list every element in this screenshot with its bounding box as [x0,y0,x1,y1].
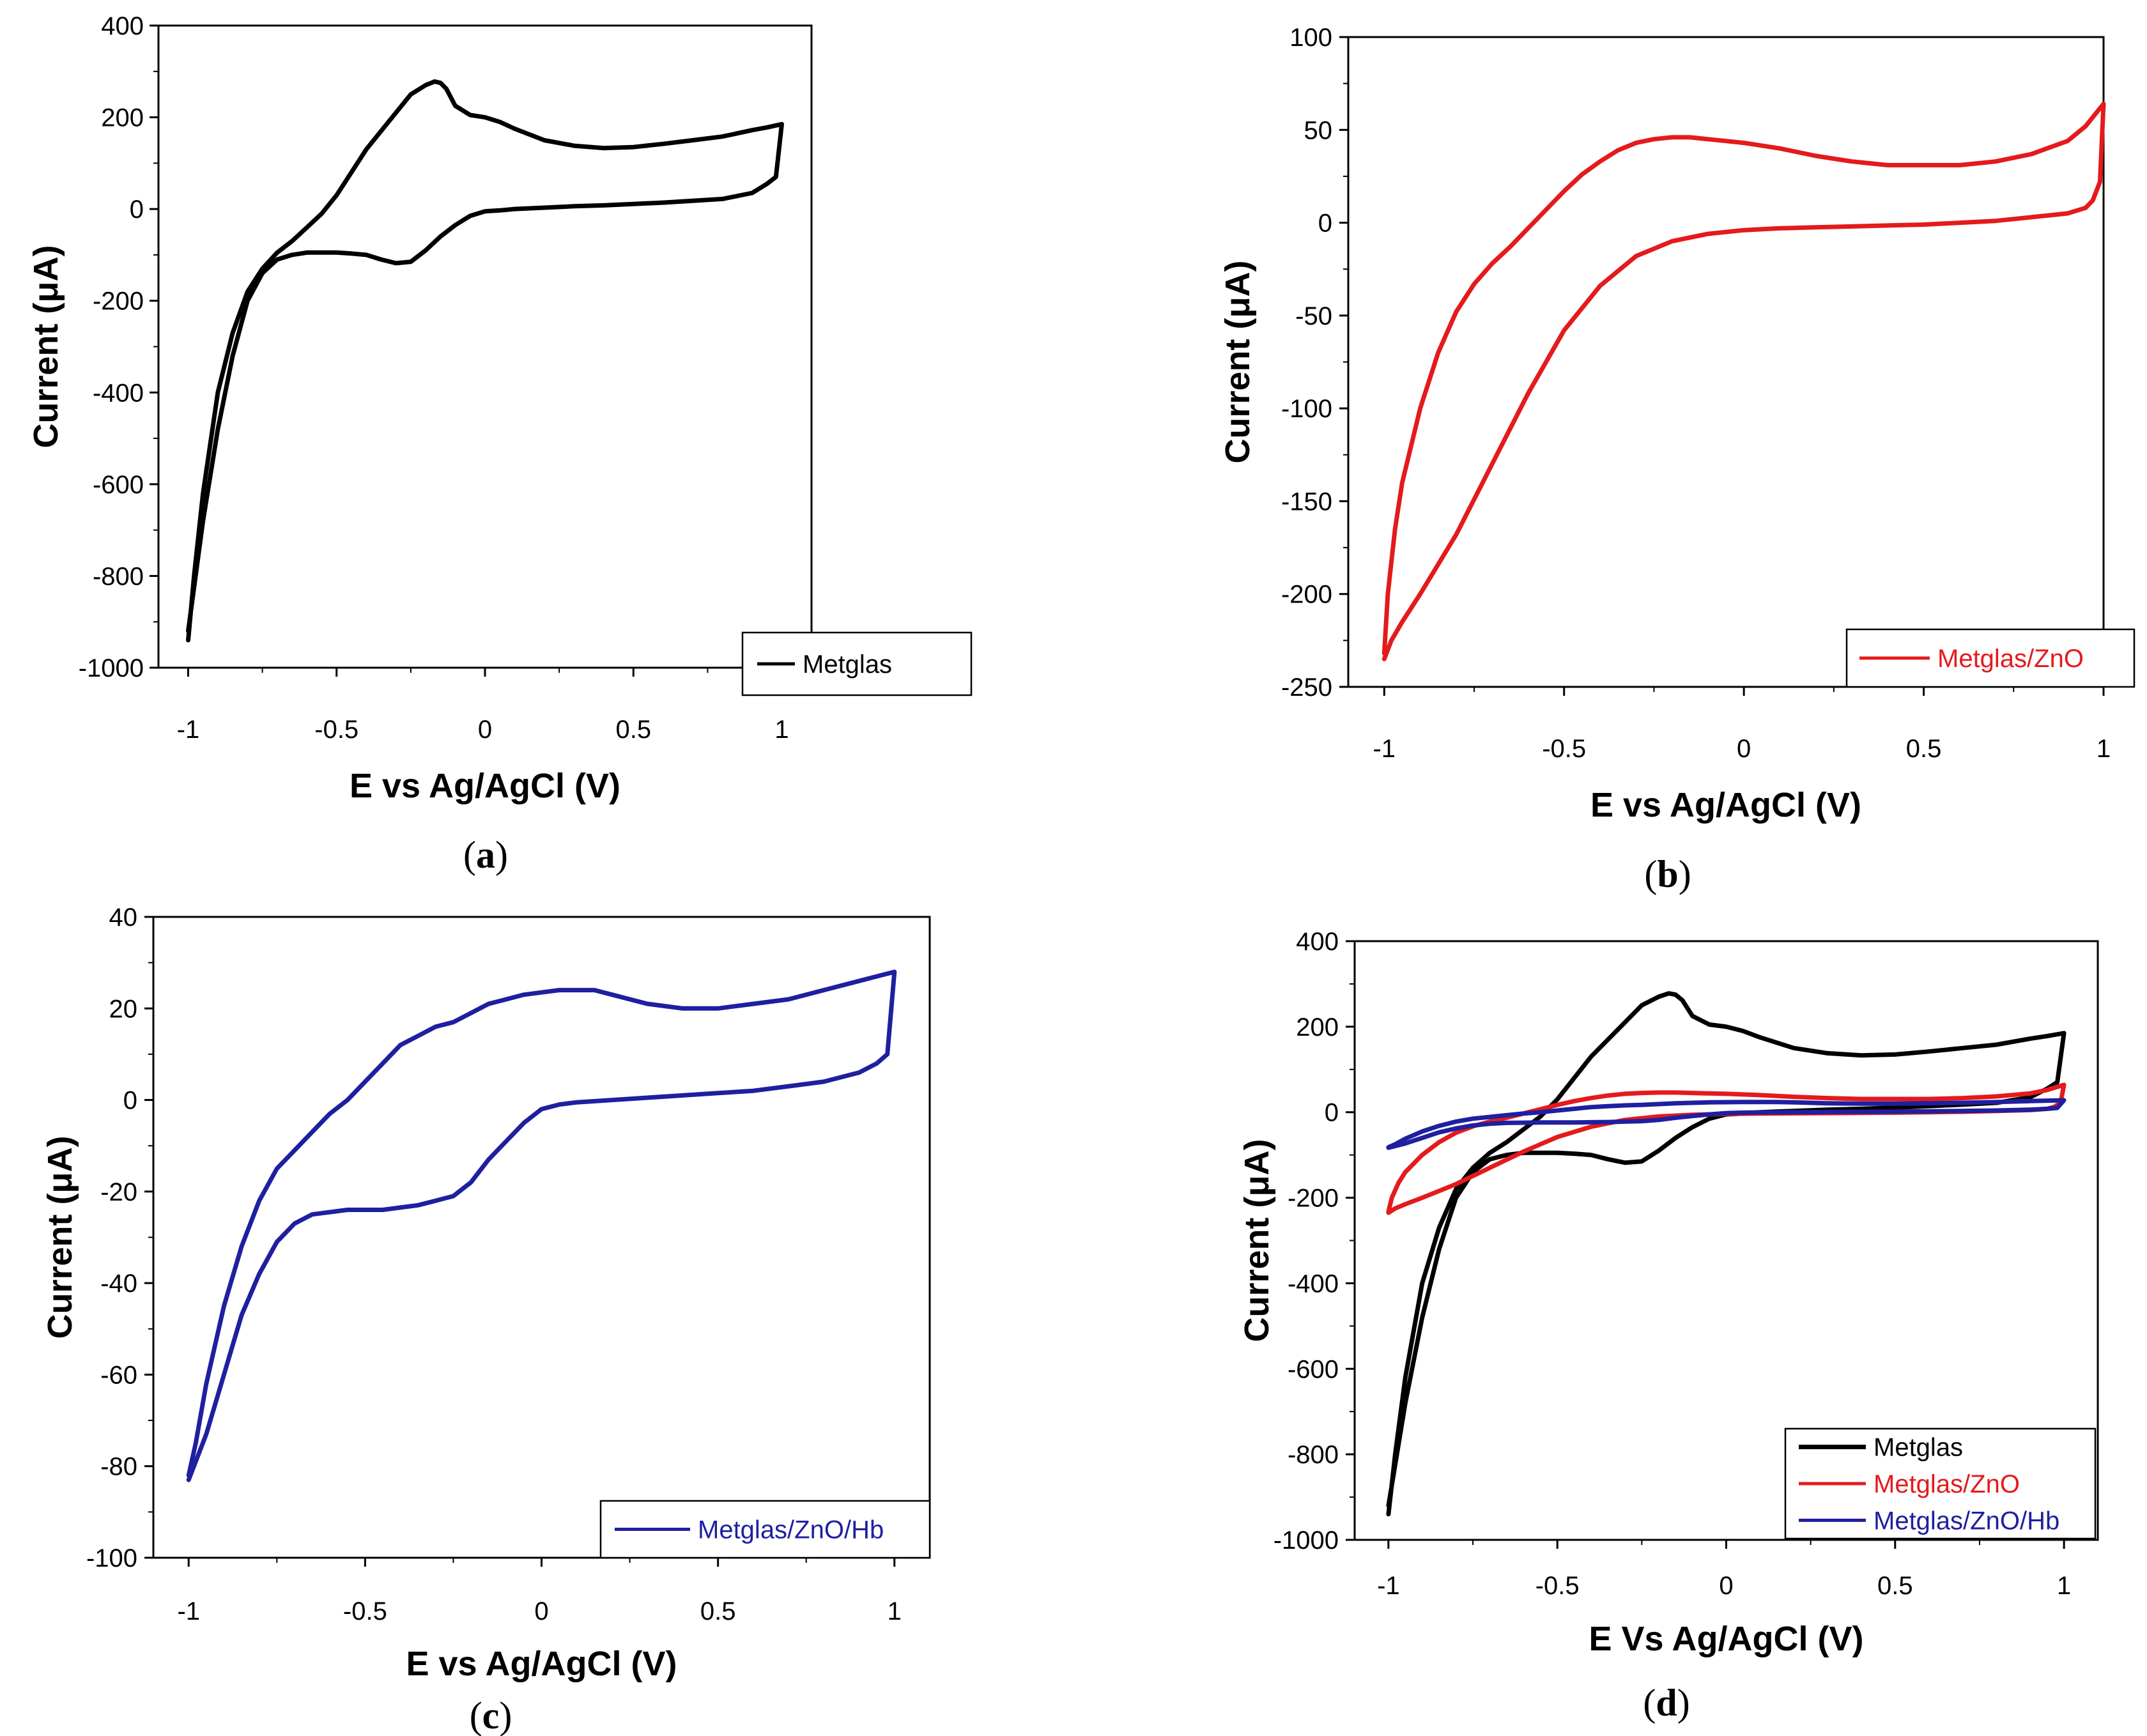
y-axis-label: Current (μA) [1219,260,1257,463]
y-axis-label: Current (μA) [41,1135,79,1339]
x-tick-label: 1 [888,1597,902,1625]
y-tick-label: -800 [93,562,144,590]
y-tick-label: -200 [93,288,144,316]
chart-panel-d: -1 -0.5 0 0.5 1 -1000 -800 -600 -400 -200 0 200 400 E… [1238,928,2099,1724]
y-tick-label: -200 [1281,581,1332,609]
x-tick-label: -1 [177,1597,200,1625]
y-tick-label: -100 [86,1544,137,1572]
x-tick-label: 0.5 [700,1597,736,1625]
y-tick-label: 0 [1325,1099,1339,1127]
y-tick-label: -200 [1288,1185,1339,1213]
x-tick-label: 1 [774,716,789,744]
y-tick-label: 200 [101,104,144,132]
x-tick-label: -0.5 [1535,1572,1580,1600]
x-axis-label: E vs Ag/AgCl (V) [406,1645,677,1683]
chart-panel-c: -1 -0.5 0 0.5 1 -100 -80 -60 -40 -20 0 20 40 E vs Ag/… [41,903,931,1736]
y-tick-label: -40 [100,1270,137,1298]
series-line-hb [186,969,897,1482]
legend: Metglas Metglas/ZnO Metglas/ZnO/Hb [1784,1427,2097,1540]
legend-entry: Metglas/ZnO/Hb [1874,1507,2059,1535]
y-tick-label: -250 [1281,673,1332,702]
x-tick-label: 0.5 [1877,1572,1913,1600]
y-tick-label: -400 [1288,1270,1339,1298]
legend-entry: Metglas/ZnO [1874,1470,2020,1498]
x-tick-label: 0 [534,1597,548,1625]
y-tick-label: -80 [100,1453,137,1481]
plot-frame [1347,36,2105,688]
y-tick-label: 400 [1296,928,1339,956]
y-tick-label: -1000 [1274,1526,1339,1555]
series-line-metglas [186,79,784,643]
chart-panel-b: -1 -0.5 0 0.5 1 -250 -200 -150 -100 -50 0 50 100 E vs… [1219,24,2135,895]
y-tick-label: -150 [1281,488,1332,516]
y-tick-label: -20 [100,1178,137,1206]
x-tick-label: -0.5 [343,1597,387,1625]
y-tick-label: 20 [109,995,138,1023]
y-tick-label: 50 [1304,116,1333,144]
series-line-hb [1386,1098,2066,1150]
x-tick-label: 1 [2097,735,2111,763]
y-tick-label: 200 [1296,1013,1339,1041]
legend-entry: Metglas/ZnO [1937,645,2084,673]
plot-frame [152,916,931,1559]
legend-entry: Metglas/ZnO/Hb [698,1516,884,1544]
legend: Metglas [741,631,973,696]
series-line-zno [1381,102,2106,661]
panel-caption: (b) [1644,853,1691,895]
panel-caption: (a) [463,834,508,876]
x-tick-label: -1 [1377,1572,1400,1600]
y-tick-label: -600 [1288,1355,1339,1383]
panel-caption: (d) [1643,1682,1689,1724]
y-tick-label: 40 [109,903,138,932]
y-tick-label: 0 [130,196,144,224]
x-tick-label: -1 [177,716,200,744]
legend-entry: Metglas [1874,1434,1963,1462]
x-tick-label: 0.5 [1906,735,1942,763]
x-tick-label: -1 [1373,735,1396,763]
x-tick-label: 1 [2057,1572,2071,1600]
panel-caption: (c) [470,1694,512,1736]
x-axis-label: E vs Ag/AgCl (V) [1590,786,1861,824]
x-tick-label: 0 [1719,1572,1733,1600]
y-axis-label: Current (μA) [27,245,65,448]
series-line-metglas [1386,991,2066,1517]
y-tick-label: -400 [93,379,144,407]
x-axis-label: E vs Ag/AgCl (V) [350,767,620,805]
x-tick-label: 0 [478,716,492,744]
y-tick-label: -800 [1288,1441,1339,1469]
y-tick-label: -1000 [79,654,144,682]
legend: Metglas/ZnO/Hb [599,1500,931,1559]
y-tick-label: 0 [123,1087,137,1115]
legend-entry: Metglas [803,650,892,679]
y-tick-label: -100 [1281,395,1332,423]
x-tick-label: 0 [1737,735,1751,763]
legend: Metglas/ZnO [1845,628,2135,688]
y-tick-label: 400 [101,12,144,40]
x-axis-label: E Vs Ag/AgCl (V) [1589,1620,1863,1658]
plot-frame [157,24,813,669]
y-tick-label: 0 [1318,210,1332,238]
y-tick-label: 100 [1289,24,1332,52]
x-tick-label: -0.5 [1542,735,1586,763]
y-tick-label: -600 [93,471,144,499]
y-axis-label: Current (μA) [1238,1139,1276,1342]
x-tick-label: 0.5 [615,716,651,744]
x-tick-label: -0.5 [314,716,358,744]
y-tick-label: -60 [100,1361,137,1389]
chart-panel-a: -1 -0.5 0 0.5 1 -1000 -800 -600 -400 -200 0 200 400 E… [27,12,973,876]
y-tick-label: -50 [1295,302,1332,330]
